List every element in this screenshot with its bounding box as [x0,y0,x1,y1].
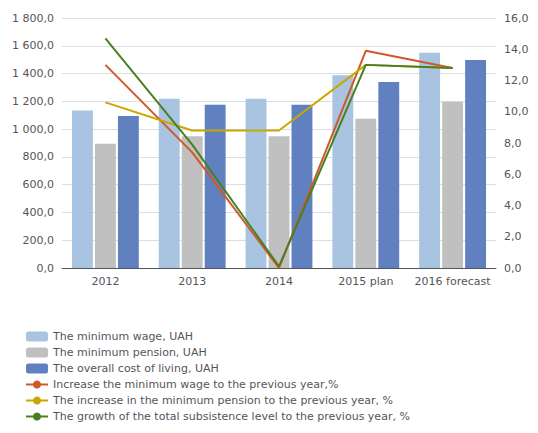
svg-text:2014: 2014 [265,275,293,288]
svg-text:2013: 2013 [178,275,206,288]
svg-text:400,0: 400,0 [23,206,55,219]
svg-text:1 600,0: 1 600,0 [12,39,54,52]
svg-text:2015 plan: 2015 plan [338,275,393,288]
svg-text:2,0: 2,0 [504,230,522,243]
svg-text:The minimum wage, UAH: The minimum wage, UAH [52,330,193,343]
svg-text:8,0: 8,0 [504,137,522,150]
svg-text:16,0: 16,0 [504,12,529,25]
svg-text:The overall cost of living, UA: The overall cost of living, UAH [52,362,219,375]
svg-text:0,0: 0,0 [37,262,55,275]
svg-text:2012: 2012 [91,275,119,288]
svg-text:Increase the minimum wage to t: Increase the minimum wage to the previou… [53,378,338,391]
svg-text:10,0: 10,0 [504,105,529,118]
svg-text:The minimum pension, UAH: The minimum pension, UAH [52,346,207,359]
svg-text:600,0: 600,0 [23,178,55,191]
svg-text:1 800,0: 1 800,0 [12,12,54,25]
svg-text:200,0: 200,0 [23,234,55,247]
svg-text:2016 forecast: 2016 forecast [415,275,492,288]
svg-text:The growth of the total subsis: The growth of the total subsistence leve… [52,410,410,423]
svg-text:1 200,0: 1 200,0 [12,95,54,108]
svg-text:800,0: 800,0 [23,150,55,163]
svg-text:1 000,0: 1 000,0 [12,123,54,136]
svg-text:6,0: 6,0 [504,168,522,181]
svg-text:4,0: 4,0 [504,199,522,212]
svg-text:14,0: 14,0 [504,43,529,56]
svg-text:The increase in the minimum pe: The increase in the minimum pension to t… [52,394,393,407]
svg-text:1 400,0: 1 400,0 [12,67,54,80]
svg-text:12,0: 12,0 [504,74,529,87]
svg-text:0,0: 0,0 [504,262,522,275]
